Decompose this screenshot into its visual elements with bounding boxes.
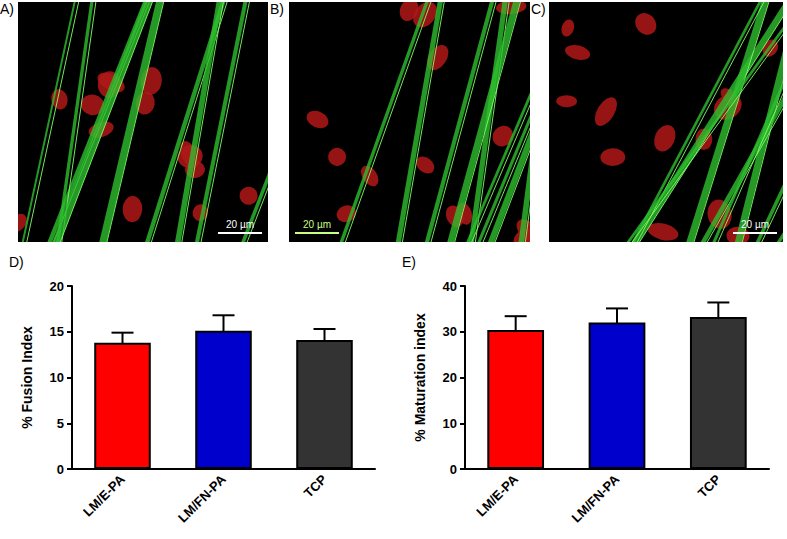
svg-text:C): C) xyxy=(531,1,546,17)
svg-text:40: 40 xyxy=(443,279,457,294)
svg-text:LM/E-PA: LM/E-PA xyxy=(473,471,521,519)
svg-text:10: 10 xyxy=(50,370,64,385)
svg-text:20: 20 xyxy=(50,279,64,294)
svg-text:20: 20 xyxy=(443,370,457,385)
svg-text:20 µm: 20 µm xyxy=(226,219,254,230)
svg-text:TCP: TCP xyxy=(695,471,724,500)
svg-text:10: 10 xyxy=(443,416,457,431)
svg-text:15: 15 xyxy=(50,324,64,339)
svg-text:D): D) xyxy=(9,254,24,270)
svg-text:20 µm: 20 µm xyxy=(741,219,769,230)
svg-text:E): E) xyxy=(402,254,416,270)
svg-text:LM/FN-PA: LM/FN-PA xyxy=(175,471,229,525)
svg-text:LM/FN-PA: LM/FN-PA xyxy=(569,471,623,525)
svg-text:% Maturation index: % Maturation index xyxy=(412,313,428,442)
svg-text:20 µm: 20 µm xyxy=(303,219,331,230)
svg-text:LM/E-PA: LM/E-PA xyxy=(80,471,128,519)
svg-text:TCP: TCP xyxy=(301,471,330,500)
svg-text:A): A) xyxy=(0,1,14,17)
svg-text:0: 0 xyxy=(450,462,457,477)
svg-text:% Fusion Index: % Fusion Index xyxy=(19,326,35,429)
svg-text:0: 0 xyxy=(57,462,64,477)
svg-text:5: 5 xyxy=(57,416,64,431)
svg-text:B): B) xyxy=(270,1,284,17)
svg-text:30: 30 xyxy=(443,324,457,339)
